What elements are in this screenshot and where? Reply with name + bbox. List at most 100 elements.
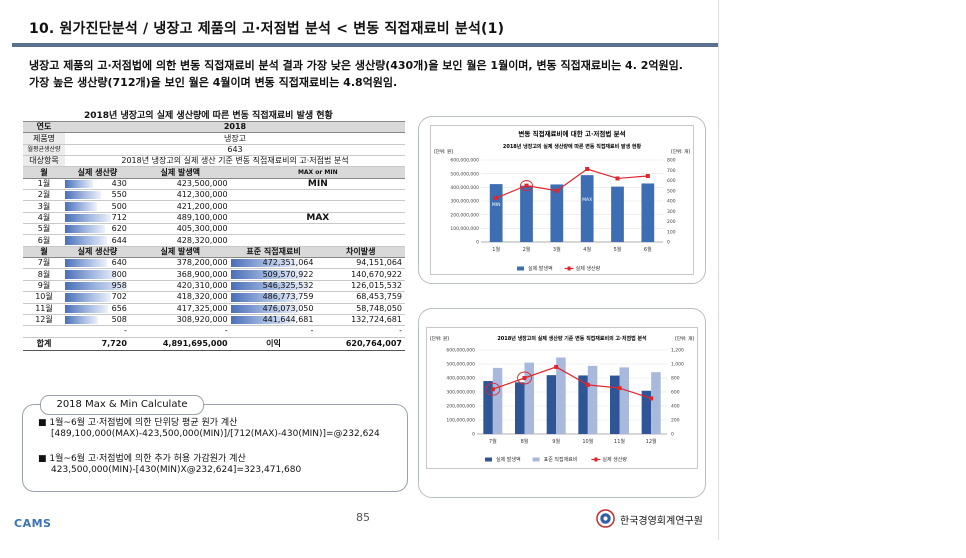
- highlight-circle: [517, 371, 532, 385]
- profit-label: 이익: [230, 336, 317, 351]
- qty-cell: 644: [65, 234, 130, 247]
- y-tick-label: 100,000,000: [446, 418, 475, 424]
- bar: [587, 365, 598, 434]
- x-tick-label: 6월: [644, 246, 652, 253]
- bar: [651, 372, 661, 434]
- line-point: [554, 364, 559, 369]
- target-value: 2018년 냉장고의 실제 생산 기준 변동 직접재료비의 고·저점법 분석: [65, 155, 405, 168]
- legend-swatch: [485, 457, 492, 462]
- summary-line-1: 냉장고 제품의 고·저점법에 의한 변동 직접재료비 분석 결과 가장 낮은 생…: [29, 59, 683, 72]
- y2-tick-label: 100: [667, 229, 676, 235]
- calc-box: [22, 404, 408, 492]
- standard-cell: 476,073,050: [230, 303, 317, 315]
- table-row: 4월 712 489,100,000 MAX: [23, 212, 405, 225]
- total-qty: 7,720: [65, 336, 130, 351]
- target-row: 대상항목 2018년 냉장고의 실제 생산 기준 변동 직접재료비의 고·저점법…: [23, 155, 405, 168]
- y-tick-label: 200,000,000: [446, 404, 475, 410]
- chart2-frame: 2018년 냉장고의 실제 생산량 기준 변동 직접재료비의 고·저점법 분석 […: [426, 327, 698, 469]
- qty-databar: [65, 236, 107, 245]
- qty-value: 500: [111, 201, 127, 211]
- amount-cell: 412,300,000: [129, 189, 231, 202]
- qty-cell: 712: [65, 212, 130, 225]
- qty-databar: [65, 179, 93, 189]
- x-tick-label: 2월: [523, 246, 531, 253]
- line-point: [585, 167, 590, 172]
- amount-cell: 489,100,000: [129, 212, 231, 225]
- legend-label: 실제 생산량: [576, 265, 601, 272]
- line-point: [494, 195, 499, 200]
- qty-databar: [65, 315, 98, 325]
- x-tick-label: 1월: [492, 246, 500, 253]
- legend-swatch: [517, 266, 524, 271]
- product-label: 제품명: [23, 132, 65, 145]
- standard-cell: 486,773,759: [230, 291, 317, 304]
- x-tick-label: 8월: [521, 438, 529, 445]
- diff-cell: 126,015,532: [316, 280, 405, 293]
- dash-cell: -: [65, 325, 130, 338]
- table-row: 12월 508 308,920,000 441,644,681 132,724,681: [23, 314, 405, 327]
- header-row-1: 월 실제 생산량 실제 발생액 MAX or MIN: [23, 166, 405, 179]
- chart-box-title: 변동 직접재료비에 대한 고·저점법 분석: [518, 129, 625, 138]
- left-axis-unit: [단위: 원]: [434, 148, 453, 155]
- chart1-svg: 변동 직접재료비에 대한 고·저점법 분석 2018년 냉장고의 실제 생산량에 …: [434, 129, 690, 272]
- col-maxmin: MAX or MIN: [230, 166, 405, 179]
- calc-item-2: ■ 1월~6월 고·저점법에 의한 추가 허용 가감원가 계산 423,500,…: [38, 454, 301, 476]
- y-tick-label: 300,000,000: [450, 199, 479, 205]
- calc-item-1-title: 1월~6월 고·저점법에 의한 단위당 평균 원가 계산: [49, 418, 238, 428]
- bullet-icon: ■: [38, 454, 47, 464]
- y2-tick-label: 0: [667, 240, 670, 246]
- standard-databar: [230, 281, 309, 291]
- total-label: 합계: [23, 336, 65, 351]
- standard-databar: [230, 315, 294, 325]
- amount-cell: 421,200,000: [129, 200, 231, 213]
- amount-cell: 308,920,000: [129, 314, 231, 327]
- x-tick-label: 5월: [614, 246, 622, 253]
- legend-label: 실제 발생액: [496, 456, 521, 463]
- legend-swatch: [594, 457, 598, 462]
- standard-cell: 546,325,532: [230, 280, 317, 293]
- y2-tick-label: 1,200: [671, 348, 684, 354]
- maxmin-cell: [230, 200, 405, 213]
- diff-cell: 58,748,050: [316, 303, 405, 315]
- summary-line-2: 가장 높은 생산량(712개)을 보인 월은 4월이며 변동 직접재료비는 4.…: [29, 76, 398, 89]
- legend-swatch: [532, 457, 540, 462]
- qty-value: 958: [111, 280, 127, 290]
- standard-value: 441,644,681: [262, 315, 314, 325]
- line-point: [524, 183, 529, 188]
- qty-databar: [65, 202, 98, 211]
- qty-databar: [65, 304, 108, 313]
- table-title: 2018년 냉장고의 실제 생산량에 따른 변동 직접재료비 발생 현황: [84, 111, 333, 121]
- highlight-circle: [520, 180, 533, 192]
- x-tick-label: 3월: [553, 246, 561, 253]
- qty-cell: 800: [65, 268, 130, 281]
- month-cell: 11월: [23, 303, 65, 315]
- qty-cell: 702: [65, 291, 130, 304]
- maxmin-cell: [230, 223, 405, 236]
- amount-cell: 423,500,000: [129, 178, 231, 191]
- y2-tick-label: 400: [671, 404, 680, 410]
- month-cell: 3월: [23, 200, 65, 213]
- standard-value: 546,325,532: [262, 280, 314, 290]
- standard-cell: 441,644,681: [230, 314, 317, 327]
- x-tick-label: 11월: [614, 438, 625, 445]
- chart1-frame: 변동 직접재료비에 대한 고·저점법 분석 2018년 냉장고의 실제 생산량에 …: [430, 125, 694, 275]
- slide-edge: [718, 0, 719, 540]
- bar: [619, 367, 629, 434]
- y2-tick-label: 300: [667, 209, 676, 215]
- y2-tick-label: 1,000: [671, 362, 684, 368]
- qty-cell: 550: [65, 189, 130, 202]
- amount-cell: 418,320,000: [129, 291, 231, 304]
- avg-row: 월평균생산량 643: [23, 144, 405, 157]
- bar: [641, 183, 655, 242]
- min-label: MIN: [492, 202, 501, 208]
- chart-title: 2018년 냉장고의 실제 생산량 기준 변동 직접재료비의 고·저점법 분석: [497, 335, 647, 342]
- month-cell: 8월: [23, 268, 65, 281]
- qty-value: 640: [111, 258, 127, 268]
- amount-cell: 428,320,000: [129, 234, 231, 247]
- qty-value: 800: [111, 269, 127, 279]
- line-point: [617, 386, 622, 391]
- avg-value: 643: [65, 144, 405, 157]
- qty-value: 550: [111, 190, 127, 200]
- qty-databar: [65, 270, 117, 279]
- line-point: [645, 173, 650, 178]
